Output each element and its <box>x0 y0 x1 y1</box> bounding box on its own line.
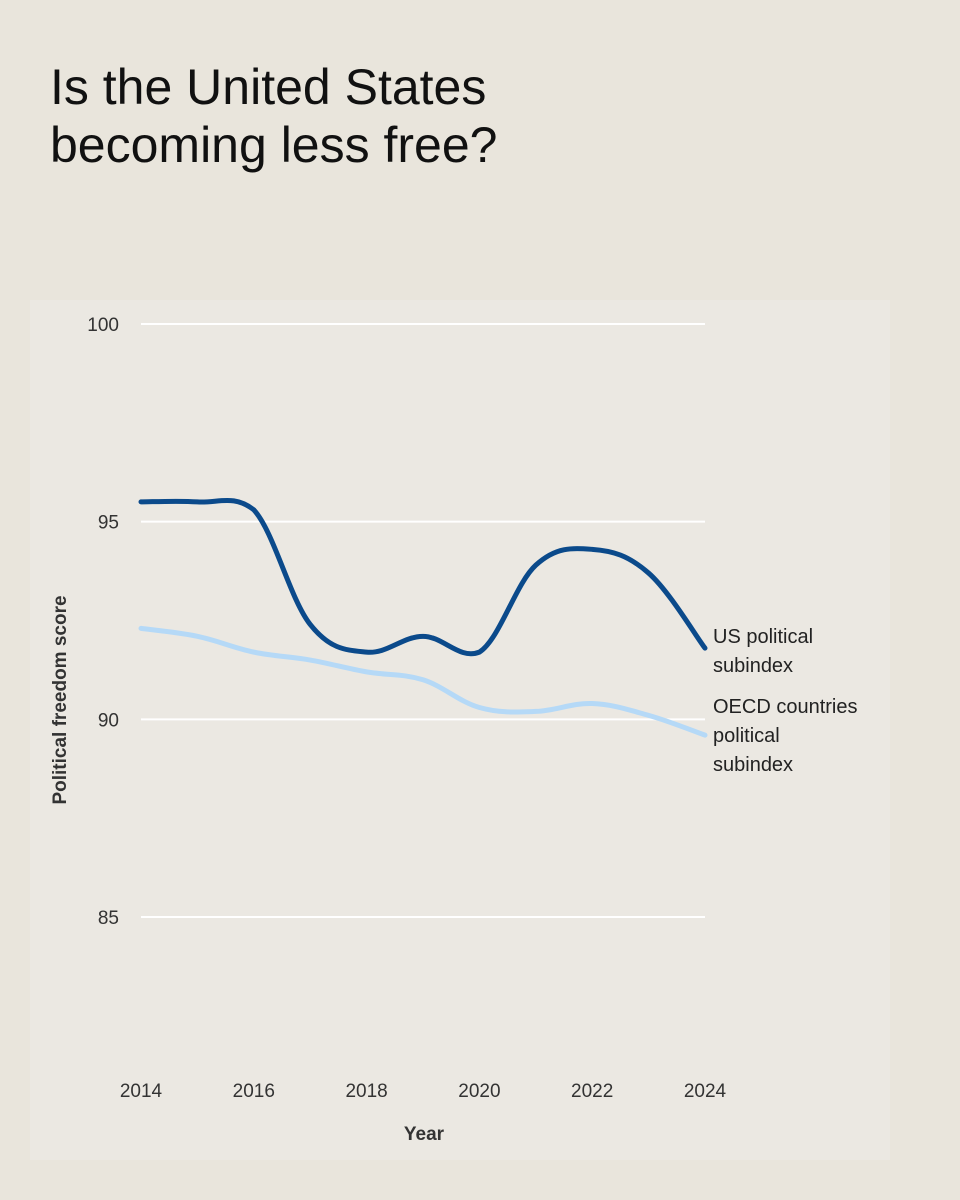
x-tick-label: 2024 <box>684 1081 727 1102</box>
x-tick-label: 2018 <box>345 1081 387 1102</box>
oecd-series-label: political <box>713 725 780 747</box>
gridlines <box>141 323 705 918</box>
chart-title: Is the United States becoming less free? <box>50 58 910 174</box>
y-tick-label: 85 <box>98 908 119 929</box>
oecd-series-label: subindex <box>713 754 793 776</box>
y-tick-label: 100 <box>87 315 119 336</box>
oecd-series-label: OECD countries <box>713 696 858 718</box>
x-tick-label: 2020 <box>458 1081 500 1102</box>
chart-panel <box>30 300 890 1160</box>
series-lines <box>138 497 708 738</box>
x-tick-label: 2014 <box>120 1081 163 1102</box>
y-axis-ticks: 85 90 95 100 <box>87 315 119 929</box>
us-series-label: US political <box>713 626 813 648</box>
us-series-line <box>138 497 708 657</box>
x-tick-label: 2016 <box>233 1081 275 1102</box>
x-axis-ticks: 2014 2016 2018 2020 2022 2024 <box>120 1081 727 1102</box>
y-tick-label: 90 <box>98 710 119 731</box>
us-series-label: subindex <box>713 655 793 677</box>
chart-title-line-1: Is the United States <box>50 59 487 115</box>
y-axis-title: Political freedom score <box>50 595 71 804</box>
chart-title-line-2: becoming less free? <box>50 117 498 173</box>
x-axis-title: Year <box>404 1124 445 1145</box>
series-labels: US political subindex OECD countries politi… <box>713 626 858 776</box>
x-tick-label: 2022 <box>571 1081 613 1102</box>
oecd-series-line <box>138 625 708 738</box>
y-tick-label: 95 <box>98 513 119 534</box>
